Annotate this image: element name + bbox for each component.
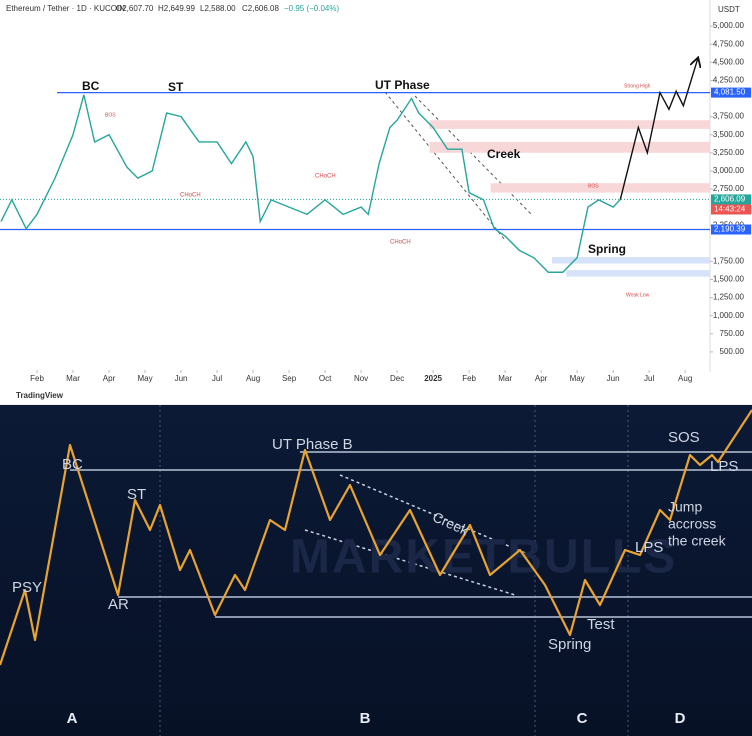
background	[0, 405, 752, 736]
y-tick-label: 1,250.00	[713, 293, 745, 302]
y-tick-label: 1,750.00	[713, 257, 745, 266]
y-tick-label: 1,500.00	[713, 275, 745, 284]
annotation: CHoCH	[180, 193, 201, 199]
annotation: Spring	[588, 242, 626, 256]
y-tick-label: 2,750.00	[713, 184, 745, 193]
x-tick-label: Mar	[498, 374, 512, 383]
ohlc-open: O2,607.70	[116, 4, 154, 13]
y-tick-label: 5,000.00	[713, 21, 745, 30]
x-tick-label: 2025	[424, 374, 442, 383]
annotation: BOS	[105, 112, 116, 118]
x-tick-label: Sep	[282, 374, 297, 383]
ohlc-high: H2,649.99	[158, 4, 195, 13]
zone	[429, 120, 710, 129]
y-tick-label: 3,500.00	[713, 130, 745, 139]
price-line	[0, 94, 621, 273]
x-tick-label: Apr	[535, 374, 548, 383]
annotation: BC	[82, 79, 100, 93]
annotation: BOS	[588, 183, 599, 189]
y-tick-label: 1,000.00	[713, 311, 745, 320]
annotation: Weak Low	[626, 292, 650, 298]
x-tick-label: May	[137, 374, 152, 383]
annotation: Jump	[668, 499, 702, 515]
x-tick-label: Apr	[103, 374, 116, 383]
change: −0.95 (−0.04%)	[284, 4, 339, 13]
annotation: Spring	[548, 636, 591, 653]
annotation: Strong High	[624, 83, 651, 89]
annotation: ST	[127, 486, 146, 503]
countdown: 14:43:24	[714, 205, 746, 214]
last-price-label: 2,606.09	[714, 195, 746, 204]
x-tick-label: Feb	[30, 374, 44, 383]
annotation: SOS	[668, 429, 700, 446]
schematic-line	[0, 409, 752, 666]
x-tick-label: Aug	[678, 374, 692, 383]
creek-line	[304, 529, 516, 596]
x-tick-label: Dec	[390, 374, 404, 383]
annotation: the creek	[668, 533, 727, 549]
price-chart: Ethereum / Tether · 1D · KUCOIN O2,607.7…	[0, 0, 752, 405]
y-tick-label: 4,250.00	[713, 76, 745, 85]
currency: USDT	[718, 5, 740, 14]
countdown-badge	[711, 204, 751, 215]
annotation: Test	[587, 616, 615, 633]
annotation: CHoCH	[390, 240, 411, 246]
y-tick-label: 4,750.00	[713, 39, 745, 48]
x-tick-label: Nov	[354, 374, 368, 383]
zone	[566, 270, 710, 277]
symbol: Ethereum / Tether · 1D · KUCOIN	[6, 4, 125, 13]
zone	[490, 183, 710, 193]
annotation: BC	[62, 456, 83, 473]
x-tick-label: Jun	[175, 374, 188, 383]
phase-label: C	[577, 710, 588, 727]
creek-line	[414, 95, 533, 216]
x-tick-label: Jun	[607, 374, 620, 383]
annotation: AR	[108, 596, 129, 613]
y-tick-label: 500.00	[720, 347, 745, 356]
annotation: UT Phase B	[272, 436, 353, 453]
zone	[429, 141, 710, 153]
zone	[551, 257, 710, 264]
annotation: ST	[168, 80, 184, 94]
level-badge	[711, 224, 751, 235]
y-tick-label: 750.00	[720, 329, 745, 338]
creek-line	[339, 474, 531, 556]
projection-line	[619, 59, 697, 200]
level-label: 2,190.39	[714, 225, 746, 234]
x-tick-label: Jul	[212, 374, 222, 383]
background	[0, 0, 752, 405]
x-tick-label: May	[570, 374, 585, 383]
y-tick-label: 3,000.00	[713, 166, 745, 175]
annotation: accross	[668, 516, 716, 532]
x-tick-label: Oct	[319, 374, 332, 383]
annotation: Creek	[487, 147, 521, 161]
annotation: LPS	[635, 539, 663, 556]
level-label: 4,081.50	[714, 88, 746, 97]
x-tick-label: Feb	[462, 374, 476, 383]
ohlc-low: L2,588.00	[200, 4, 236, 13]
x-tick-label: Aug	[246, 374, 260, 383]
annotation: CHoCH	[315, 174, 336, 180]
y-tick-label: 4,500.00	[713, 57, 745, 66]
phase-label: D	[675, 710, 686, 727]
creek-line	[384, 91, 506, 241]
annotation: UT Phase	[375, 78, 430, 92]
brand: TradingView	[16, 391, 64, 400]
y-tick-label: 3,250.00	[713, 148, 745, 157]
annotation: LPS	[710, 458, 738, 475]
level-badge	[711, 87, 751, 98]
x-tick-label: Mar	[66, 374, 80, 383]
phase-label: B	[360, 710, 371, 727]
annotation: PSY	[12, 579, 42, 596]
ohlc-close: C2,606.08	[242, 4, 279, 13]
y-tick-label: 3,750.00	[713, 112, 745, 121]
x-tick-label: Jul	[644, 374, 654, 383]
phase-label: A	[67, 710, 78, 727]
